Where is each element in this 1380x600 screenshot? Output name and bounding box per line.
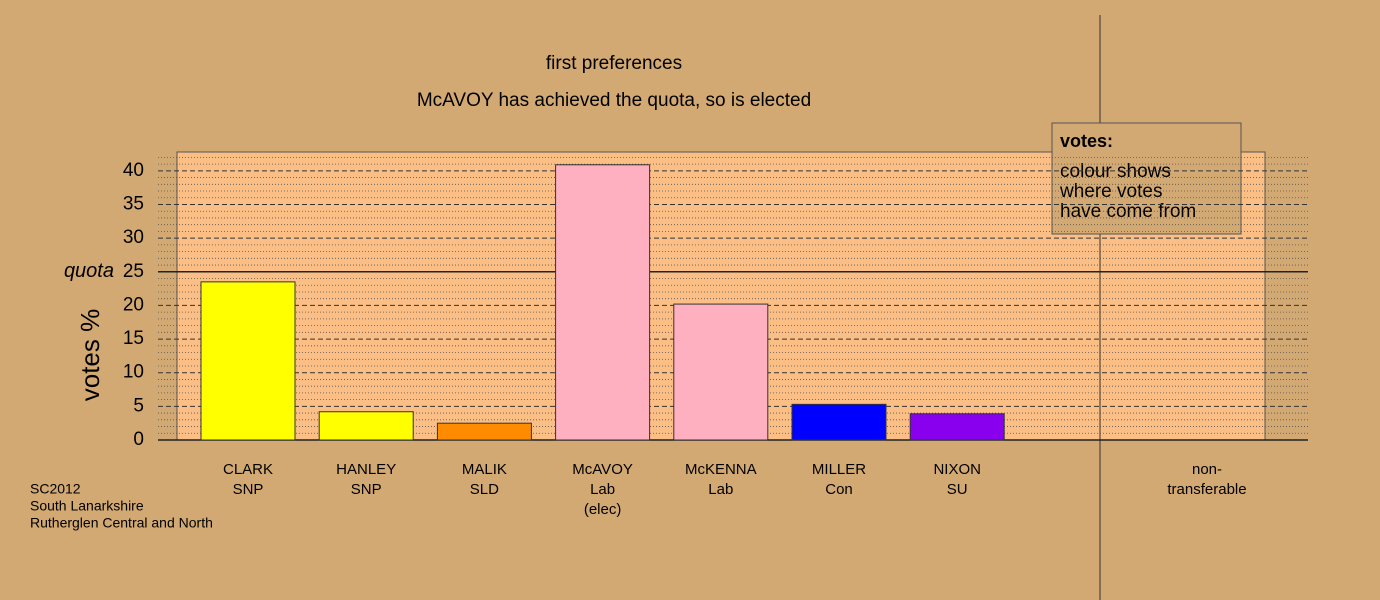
y-tick-label: 5 bbox=[133, 395, 144, 416]
x-tick-label: SU bbox=[947, 481, 968, 498]
x-tick-label: (elec) bbox=[584, 501, 622, 518]
quota-label: quota bbox=[64, 260, 114, 282]
x-tick-label: Lab bbox=[708, 481, 733, 498]
bar bbox=[791, 403, 887, 441]
x-tick-label: MILLER bbox=[812, 461, 866, 478]
x-tick-label: transferable bbox=[1167, 481, 1246, 498]
bar bbox=[555, 164, 651, 441]
y-tick-label: 10 bbox=[123, 362, 144, 383]
y-tick-label: 35 bbox=[123, 194, 144, 215]
chart-title: first preferences bbox=[546, 53, 682, 74]
x-tick-label: non- bbox=[1192, 461, 1222, 478]
legend-text: where votes bbox=[1059, 181, 1162, 202]
y-tick-label: 30 bbox=[123, 227, 144, 248]
bar bbox=[436, 422, 532, 441]
y-tick-label: 15 bbox=[123, 328, 144, 349]
legend-text: colour shows bbox=[1060, 161, 1171, 182]
bar bbox=[200, 281, 296, 441]
bar bbox=[909, 413, 1005, 441]
y-tick-label: 40 bbox=[123, 160, 144, 181]
chart-subtitle: McAVOY has achieved the quota, so is ele… bbox=[417, 90, 811, 111]
footer-text: South Lanarkshire bbox=[30, 498, 144, 514]
x-tick-label: SLD bbox=[470, 481, 499, 498]
legend-box bbox=[1051, 122, 1242, 235]
x-tick-label: MALIK bbox=[462, 461, 507, 478]
y-tick-label: 25 bbox=[123, 261, 144, 282]
footer-text: Rutherglen Central and North bbox=[30, 515, 213, 531]
x-tick-label: McAVOY bbox=[572, 461, 633, 478]
legend-title: votes: bbox=[1060, 131, 1113, 151]
x-tick-label: SNP bbox=[233, 481, 264, 498]
y-axis-label: votes % bbox=[75, 309, 105, 402]
x-tick-label: NIXON bbox=[933, 461, 981, 478]
y-tick-label: 20 bbox=[123, 294, 144, 315]
x-tick-label: SNP bbox=[351, 481, 382, 498]
x-tick-label: Lab bbox=[590, 481, 615, 498]
legend-text: have come from bbox=[1060, 201, 1196, 222]
bar bbox=[673, 303, 769, 441]
bar bbox=[318, 411, 414, 441]
x-tick-label: McKENNA bbox=[685, 461, 757, 478]
y-tick-label: 0 bbox=[133, 429, 144, 450]
footer-text: SC2012 bbox=[30, 481, 81, 497]
x-tick-label: HANLEY bbox=[336, 461, 396, 478]
x-tick-label: CLARK bbox=[223, 461, 273, 478]
x-tick-label: Con bbox=[825, 481, 853, 498]
